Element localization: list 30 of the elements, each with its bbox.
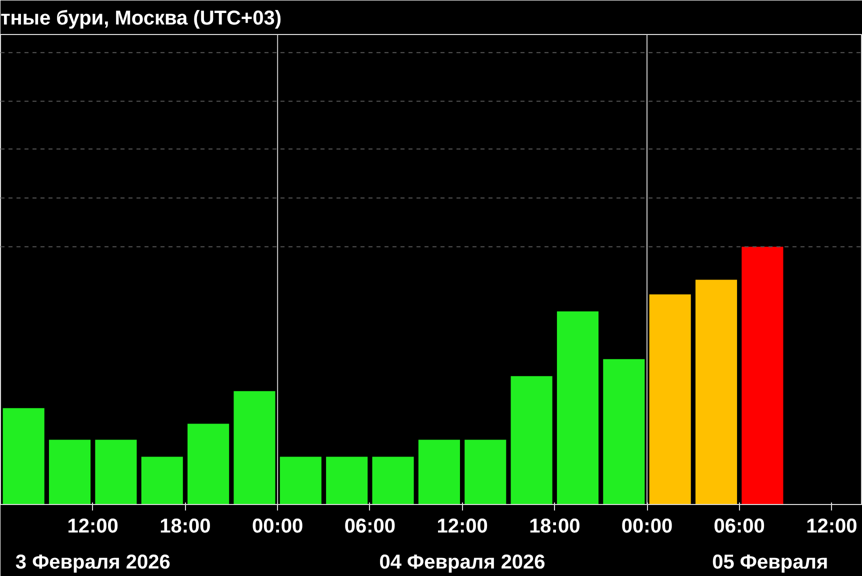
chart-title: тные бури, Москва (UTC+03) xyxy=(0,8,282,30)
x2-tick-label: 05 Февраля xyxy=(712,552,828,574)
x-tick-label: 18:00 xyxy=(160,516,211,538)
bar xyxy=(695,280,738,504)
bar xyxy=(372,456,414,504)
bar xyxy=(48,440,91,504)
bar xyxy=(141,456,183,504)
x2-tick-label: 3 Февраля 2026 xyxy=(15,552,170,574)
bar xyxy=(234,391,276,504)
bar xyxy=(280,456,322,504)
bar xyxy=(2,408,44,504)
bar xyxy=(188,424,230,504)
bar xyxy=(556,311,599,504)
bar xyxy=(742,246,784,504)
bar xyxy=(510,376,552,504)
x-tick-label: 00:00 xyxy=(252,516,304,538)
bar xyxy=(95,440,137,504)
bar xyxy=(649,294,691,504)
x-tick-label: 06:00 xyxy=(714,516,765,538)
x-tick-label: 18:00 xyxy=(529,516,580,538)
x-tick-label: 12:00 xyxy=(806,516,858,538)
x-tick-label: 06:00 xyxy=(344,516,396,538)
bar xyxy=(418,440,460,504)
x-tick-label: 00:00 xyxy=(621,516,673,538)
x-tick-label: 12:00 xyxy=(436,516,488,538)
x-tick-label: 12:00 xyxy=(67,516,118,538)
bar xyxy=(464,440,506,504)
bar xyxy=(326,456,368,504)
x2-tick-label: 04 Февраля 2026 xyxy=(379,552,546,574)
bar xyxy=(603,359,645,504)
